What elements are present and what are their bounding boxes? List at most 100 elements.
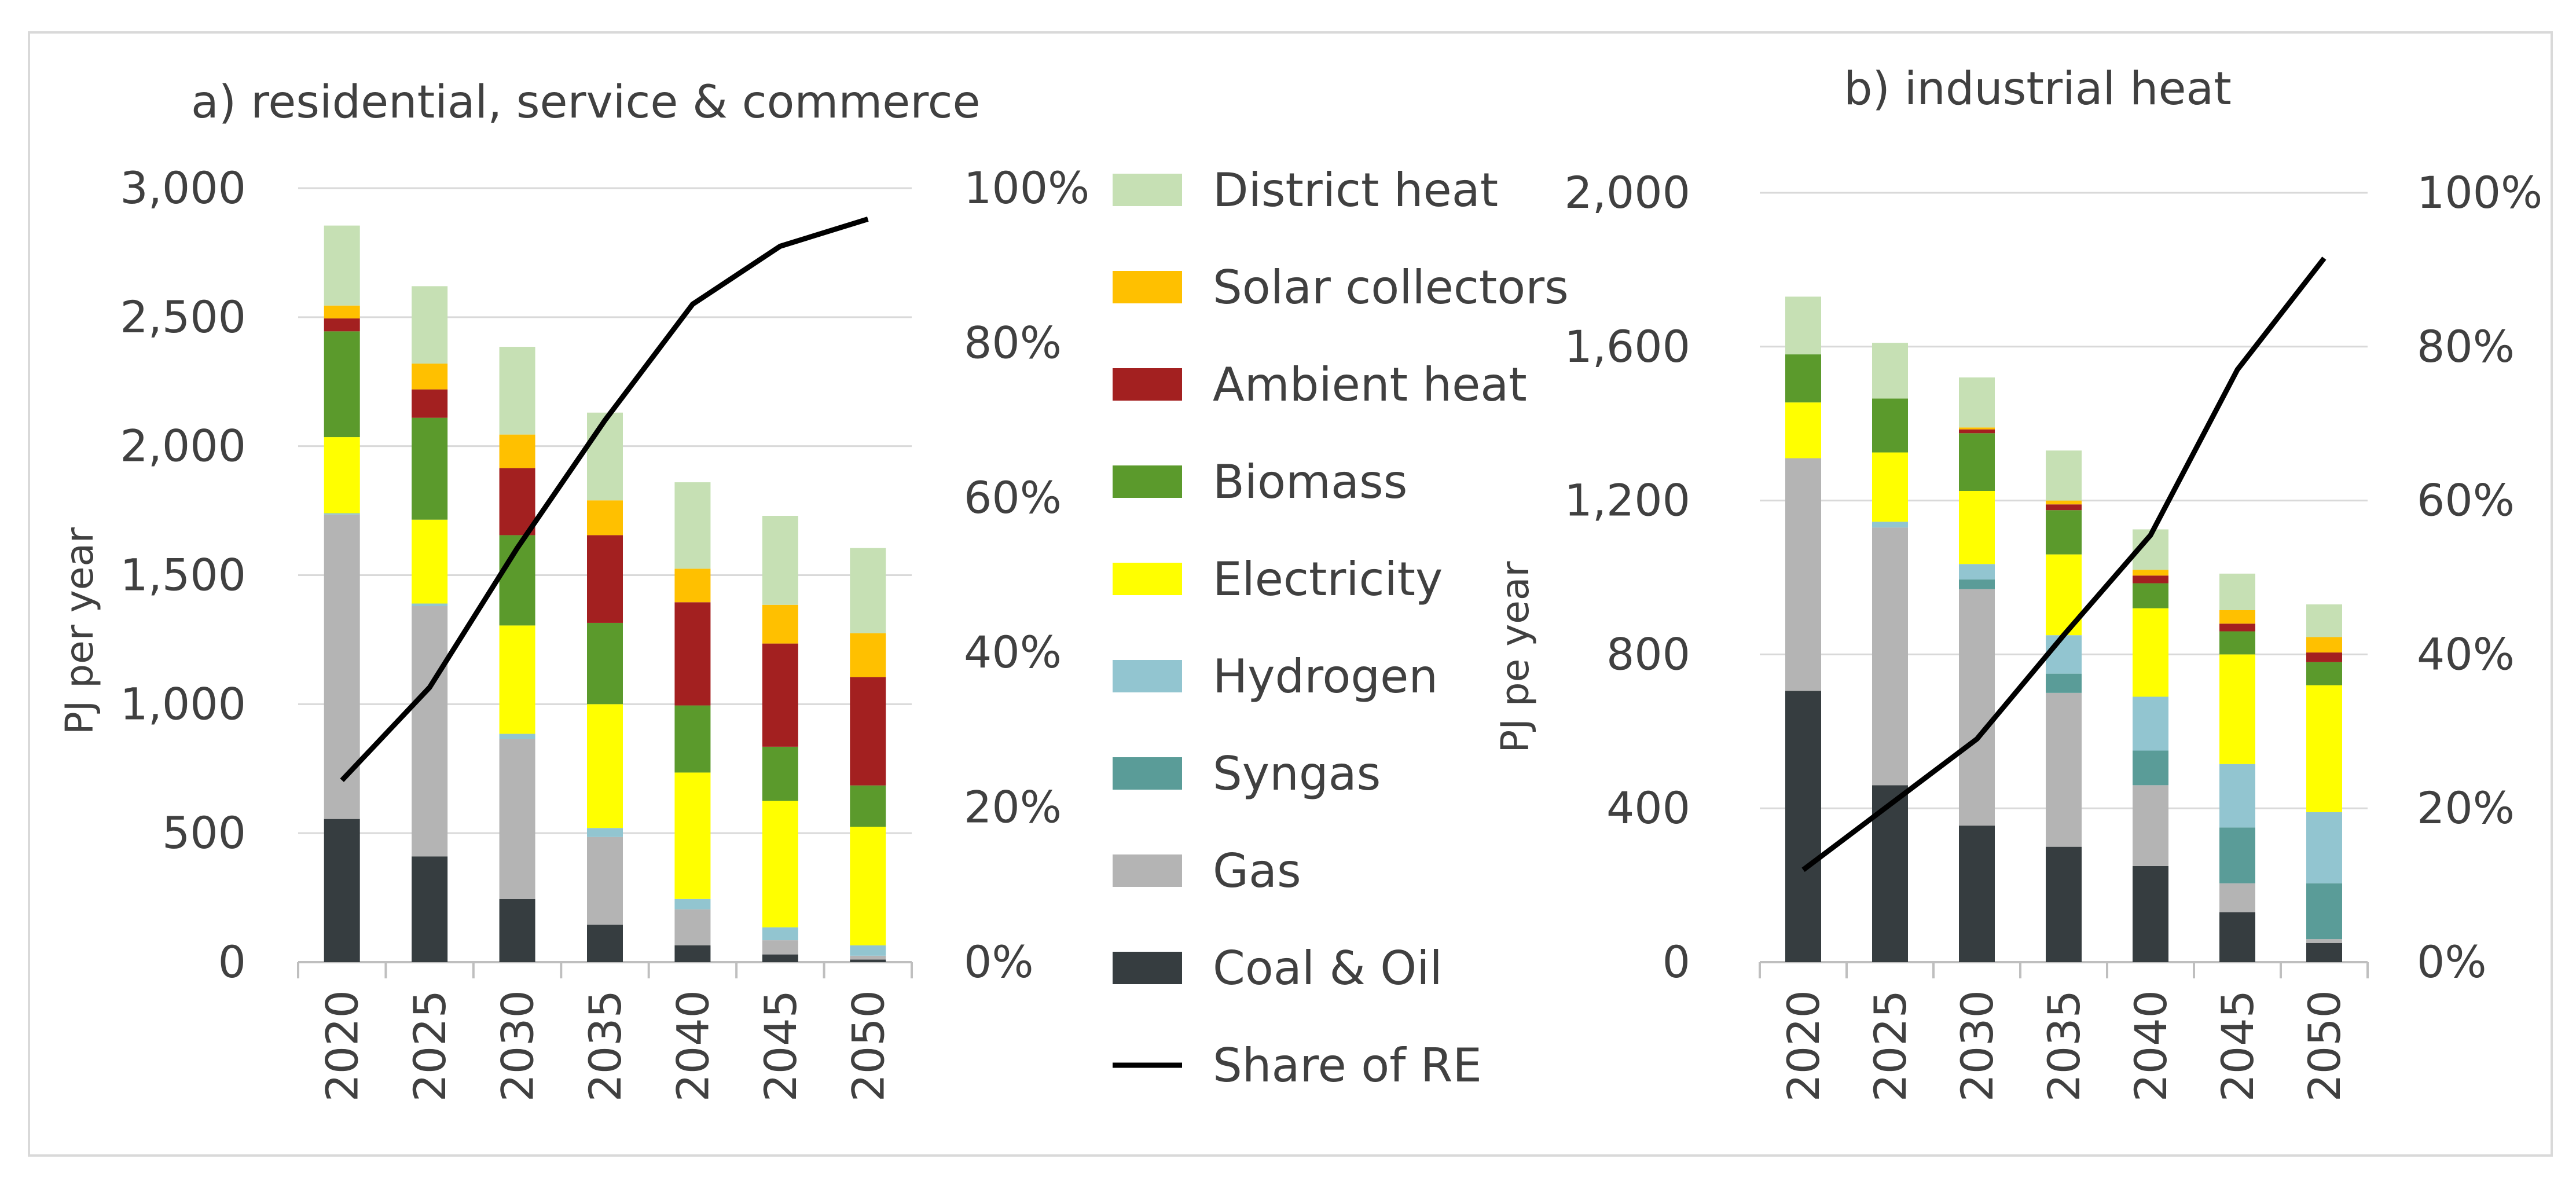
bar-segment-ambient (412, 389, 448, 418)
bar-segment-district (499, 347, 535, 435)
bar-segment-biomass (587, 622, 623, 705)
bar-segment-syngas (2306, 883, 2342, 940)
x-tick-label: 2030 (1951, 990, 2003, 1102)
legend: District heat Solar collectors Ambient hea… (1113, 163, 1569, 1092)
bar-segment-electricity (762, 801, 798, 927)
x-tick-label: 2045 (755, 990, 806, 1102)
bar-segment-gas (1959, 589, 1995, 826)
bar-segment-district (412, 286, 448, 364)
bar-segment-biomass (850, 785, 886, 827)
y2-tick-label: 60% (964, 472, 1062, 523)
legend-swatch (1113, 563, 1182, 595)
legend-swatch (1113, 660, 1182, 692)
bar-segment-solar (850, 633, 886, 677)
bar-segment-ambient (2219, 623, 2255, 632)
figure-border (28, 31, 2553, 1157)
bar-segment-gas (1872, 527, 1908, 786)
bar-segment-ambient (2133, 575, 2168, 584)
bar-segment-syngas (2219, 827, 2255, 883)
y-tick-label: 1,500 (120, 549, 246, 601)
bar-segment-hydrogen (412, 603, 448, 606)
y2-tick-label: 20% (2417, 782, 2515, 834)
x-tick-label: 2050 (2299, 990, 2350, 1102)
bar-segment-hydrogen (587, 828, 623, 837)
bar-segment-biomass (2306, 662, 2342, 685)
legend-label: District heat (1213, 163, 1498, 217)
bar-segment-syngas (2046, 673, 2082, 693)
bar-segment-solar (762, 604, 798, 644)
bar-segment-hydrogen (850, 945, 886, 956)
bar-segment-electricity (412, 519, 448, 604)
y2-tick-label: 0% (964, 936, 1034, 988)
bar-segment-electricity (2219, 654, 2255, 764)
y-tick-label: 0 (218, 936, 246, 988)
bar-segment-coaloil (1785, 691, 1821, 962)
y-tick-label: 0 (1663, 936, 1690, 988)
legend-swatch (1113, 368, 1182, 401)
bar-segment-hydrogen (499, 733, 535, 739)
x-tick-label: 2025 (1865, 990, 1916, 1102)
bar-segment-ambient (2306, 652, 2342, 662)
bar-segment-gas (2306, 939, 2342, 943)
bar-segment-coaloil (850, 959, 886, 962)
bar-segment-electricity (2133, 608, 2168, 697)
bar-segment-gas (324, 514, 360, 819)
y-tick-label: 1,600 (1564, 321, 1690, 372)
share-of-re-line (1801, 256, 2327, 872)
bar-segment-hydrogen (2133, 696, 2168, 751)
bar-segment-district (2046, 450, 2082, 501)
bar-segment-ambient (324, 318, 360, 332)
bar-segment-gas (762, 940, 798, 955)
bar-segment-solar (587, 500, 623, 536)
bar-segment-biomass (324, 331, 360, 438)
bar-segment-coaloil (2133, 865, 2168, 962)
x-tick-label: 2020 (317, 990, 368, 1102)
bar-segment-district (2219, 573, 2255, 610)
bar-segment-biomass (1785, 354, 1821, 403)
bar-segment-ambient (674, 602, 711, 706)
bar-segment-gas (587, 837, 623, 925)
bar-segment-electricity (499, 625, 535, 734)
bar-segment-hydrogen (762, 927, 798, 941)
bar-segment-electricity (587, 704, 623, 828)
bar-segment-gas (2219, 883, 2255, 912)
y-tick-label: 1,200 (1564, 475, 1690, 526)
legend-label: Hydrogen (1213, 650, 1438, 703)
bar-segment-coaloil (2306, 942, 2342, 962)
bar-segment-hydrogen (324, 513, 360, 515)
legend-swatch (1113, 174, 1182, 206)
y2-tick-label: 80% (964, 317, 1062, 368)
bar-segment-solar (2219, 610, 2255, 624)
bar-segment-coaloil (412, 856, 448, 962)
bar-segment-solar (412, 364, 448, 390)
bar-segment-hydrogen (674, 898, 711, 909)
bar-segment-coaloil (762, 954, 798, 962)
bar-segment-hydrogen (1872, 522, 1908, 528)
y2-tick-label: 60% (2417, 475, 2515, 526)
legend-label: Gas (1213, 844, 1301, 898)
bar-segment-gas (2133, 785, 2168, 866)
bar-segment-solar (674, 569, 711, 603)
bar-segment-biomass (412, 417, 448, 520)
bar-segment-electricity (324, 437, 360, 514)
legend-label: Ambient heat (1213, 358, 1527, 412)
y2-tick-label: 40% (2417, 628, 2515, 680)
x-tick-label: 2045 (2212, 990, 2263, 1102)
bar-segment-district (850, 548, 886, 633)
legend-swatch (1113, 952, 1182, 984)
y-tick-label: 500 (162, 807, 246, 859)
bar-segment-district (1959, 377, 1995, 428)
bar-segment-electricity (1959, 490, 1995, 564)
share-of-re-line (340, 217, 869, 782)
bar-segment-gas (674, 909, 711, 946)
bar-segment-biomass (1872, 398, 1908, 453)
x-tick-label: 2050 (842, 990, 894, 1102)
y-tick-label: 400 (1606, 782, 1690, 834)
y2-tick-label: 80% (2417, 321, 2515, 372)
bar-segment-electricity (674, 772, 711, 899)
bar-segment-ambient (850, 677, 886, 786)
bar-segment-syngas (2133, 750, 2168, 786)
y-tick-label: 1,000 (120, 678, 246, 729)
legend-label: Biomass (1213, 455, 1407, 509)
bar-segment-district (1785, 296, 1821, 355)
